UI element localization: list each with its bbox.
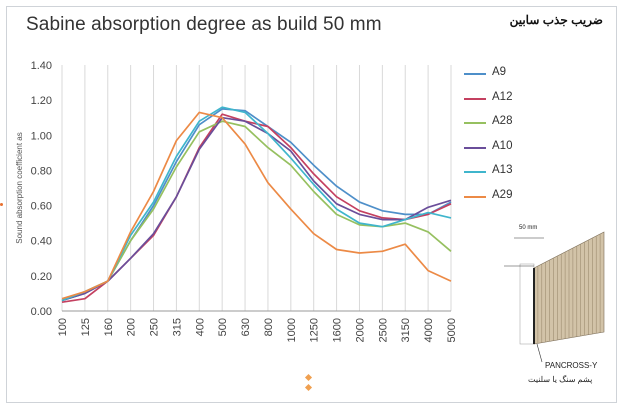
legend-label: A12 xyxy=(492,90,513,103)
legend-swatch xyxy=(464,73,486,75)
x-tick-label: 400 xyxy=(194,318,206,336)
y-tick-label: 0.20 xyxy=(31,271,52,283)
x-tick-label: 160 xyxy=(103,318,115,336)
series-line-a12 xyxy=(61,113,452,304)
y-tick-label: 0.40 xyxy=(31,236,52,248)
y-tick-label: 1.00 xyxy=(31,130,52,142)
x-tick-label: 3150 xyxy=(400,318,412,342)
legend-swatch xyxy=(464,171,486,174)
series-line-a10 xyxy=(61,116,452,302)
legend-swatch xyxy=(464,122,486,125)
x-tick-label: 630 xyxy=(240,318,252,336)
panel-diagram xyxy=(504,231,605,363)
y-tick-label: 0.60 xyxy=(31,201,52,213)
y-axis-label: Sound absorption coefficient as xyxy=(15,132,24,243)
series-line-a28 xyxy=(61,120,452,302)
legend-item-a12: A12 xyxy=(464,91,534,116)
y-tick-label: 0.80 xyxy=(31,165,52,177)
legend-swatch xyxy=(464,97,486,100)
series-line-a13 xyxy=(61,106,452,302)
x-tick-label: 500 xyxy=(217,318,229,336)
x-tick-label: 2500 xyxy=(377,318,389,342)
x-tick-label: 200 xyxy=(126,318,138,336)
legend-label: A9 xyxy=(492,66,507,78)
wall-diagram xyxy=(504,231,605,363)
callout-leader xyxy=(536,343,543,363)
wall-backing xyxy=(519,263,535,345)
legend-item-a10: A10 xyxy=(464,140,534,165)
y-tick-label: 0.00 xyxy=(31,306,52,318)
legend-item-a29: A29 xyxy=(464,189,534,214)
chart-legend: A9 A12 A28 A10 A13 A29 xyxy=(464,66,534,214)
pagination-dots xyxy=(304,370,313,395)
legend-swatch xyxy=(464,146,486,149)
legend-label: A13 xyxy=(492,164,513,177)
x-tick-label: 1000 xyxy=(286,318,298,342)
x-tick-label: 5000 xyxy=(446,318,458,342)
x-tick-label: 315 xyxy=(171,318,183,336)
x-tick-label: 800 xyxy=(263,318,275,336)
chart-title-persian: ضریب جذب سابین xyxy=(509,13,603,27)
product-label: PANCROSS-Y xyxy=(545,361,598,370)
x-tick-label: 125 xyxy=(80,318,92,336)
x-tick-label: 1250 xyxy=(309,318,321,342)
legend-label: A10 xyxy=(492,139,513,152)
dimension-label: 50 mm xyxy=(519,225,538,231)
material-label: پشم سنگ یا سلنیت xyxy=(528,375,593,384)
legend-item-a13: A13 xyxy=(464,164,534,189)
slat-lines xyxy=(537,234,601,344)
legend-label: A28 xyxy=(492,115,513,128)
legend-label: A29 xyxy=(492,188,513,201)
y-tick-label: 1.40 xyxy=(31,60,52,72)
x-tick-label: 2000 xyxy=(354,318,366,342)
marker-dot xyxy=(0,203,3,206)
legend-swatch xyxy=(464,195,486,198)
legend-item-a9: A9 xyxy=(464,66,534,91)
chart-title: Sabine absorption degree as build 50 mm xyxy=(26,14,382,35)
x-tick-label: 100 xyxy=(57,318,69,336)
y-tick-label: 1.20 xyxy=(31,95,52,107)
legend-item-a28: A28 xyxy=(464,115,534,140)
x-tick-label: 4000 xyxy=(423,318,435,342)
dot-icon xyxy=(304,373,313,382)
x-tick-label: 1600 xyxy=(332,318,344,342)
dot-icon xyxy=(304,383,313,392)
series-line-a29 xyxy=(61,111,452,300)
x-tick-label: 250 xyxy=(149,318,161,336)
